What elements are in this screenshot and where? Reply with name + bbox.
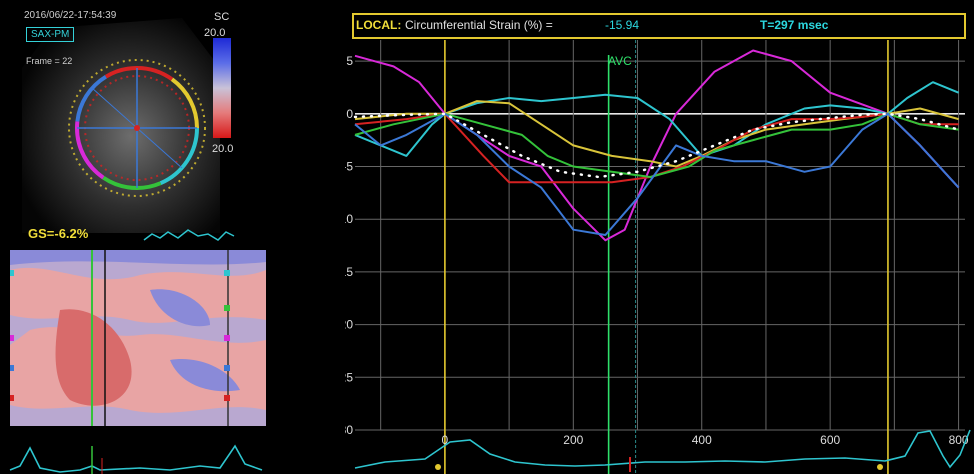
y-tick-label: -30 (345, 423, 353, 437)
y-tick-label: -20 (345, 318, 353, 332)
x-tick-label: 400 (692, 433, 712, 447)
series-line-white (353, 112, 960, 179)
color-scale-bar (213, 38, 231, 138)
scale-min-label: 20.0 (212, 143, 234, 155)
strain-color-map (10, 250, 266, 426)
plot-header-box (352, 13, 966, 39)
header-strain-value: -15.94 (605, 18, 640, 32)
echo-image (22, 18, 235, 241)
ecg-trace-left (9, 444, 263, 474)
x-tick-label: 600 (820, 433, 840, 447)
ecg-trace (354, 429, 971, 469)
header-local-label: LOCAL: (356, 18, 402, 32)
timestamp: 2016/06/22-17:54:39 (24, 10, 117, 21)
y-tick-label: 5 (346, 54, 353, 68)
x-tick-label: 200 (563, 433, 583, 447)
series-line-cyan (354, 81, 959, 157)
series-line-green (354, 112, 959, 178)
y-tick-label: -10 (345, 212, 353, 226)
header-time-label: T=297 msec (760, 18, 829, 32)
header-strain-label: Circumferential Strain (%) = (405, 18, 553, 32)
y-tick-label: -15 (345, 265, 353, 279)
x-tick-label: 0 (442, 433, 449, 447)
scale-max-label: 20.0 (204, 27, 226, 39)
y-tick-label: -25 (345, 370, 353, 384)
y-tick-label: -5 (345, 159, 353, 173)
global-strain-label: GS=-6.2% (28, 226, 89, 241)
scale-unit-label: SC (214, 11, 230, 23)
view-label[interactable]: SAX-PM (26, 27, 75, 42)
frame-label: Frame = 22 (26, 56, 73, 66)
y-tick-label: 0 (346, 107, 353, 121)
strain-plot: 50-5-10-15-20-25-300200400600800 (345, 40, 971, 474)
avc-label: AVC (608, 54, 632, 68)
